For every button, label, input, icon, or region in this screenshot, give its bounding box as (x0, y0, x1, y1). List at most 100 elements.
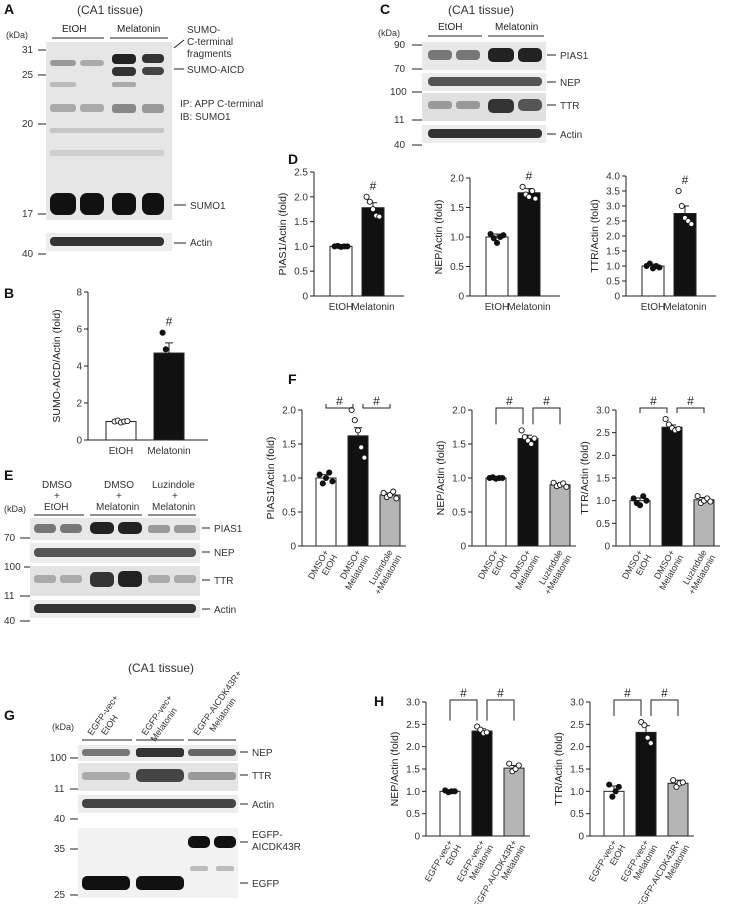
svg-text:90: 90 (394, 40, 406, 51)
significance-mark: # (373, 394, 380, 408)
y-axis-label: NEP/Actin (fold) (433, 200, 445, 275)
y-tick-label: 1.5 (406, 765, 420, 776)
panel-e-pias1-blot (30, 518, 200, 540)
data-point (528, 440, 535, 448)
data-point (519, 183, 526, 190)
data-point (647, 740, 654, 747)
x-tick-label: Melatonin (507, 302, 550, 313)
y-tick-label: 2.5 (294, 168, 308, 179)
y-tick-label: 0.5 (570, 809, 584, 820)
svg-text:40: 40 (54, 814, 66, 825)
bar (661, 426, 683, 547)
y-tick-label: 6 (76, 325, 82, 336)
x-tick-label: EtOH (109, 446, 133, 457)
y-tick-label: 1.0 (606, 262, 620, 273)
data-point (490, 235, 497, 242)
chart-d-nep: 0 0.5 1.0 1.5 2.0 NEP/Actin (fold) EtOHMelaton… (433, 169, 560, 313)
y-tick-label: 0 (614, 292, 620, 303)
data-point (694, 493, 701, 500)
y-tick-label: 2.5 (606, 217, 620, 228)
y-tick-label: 2.5 (570, 720, 584, 731)
svg-text:PIAS1: PIAS1 (214, 524, 243, 535)
panel-a-ip-note: IP: APP C-terminal (180, 99, 263, 110)
panel-c-markers: 90 70 100 11 40 (390, 40, 422, 151)
y-tick-label: 0 (290, 542, 296, 553)
bar (549, 484, 571, 547)
svg-text:Actin: Actin (190, 238, 212, 249)
y-tick-label: 2.0 (406, 742, 420, 753)
svg-text:100: 100 (390, 87, 407, 98)
svg-text:+: + (54, 491, 60, 502)
significance-bracket (613, 699, 642, 717)
data-point (662, 416, 669, 423)
svg-text:SUMO-: SUMO- (187, 25, 220, 36)
data-point (124, 418, 131, 425)
svg-text:31: 31 (22, 45, 34, 56)
data-point (615, 783, 622, 790)
data-point (499, 474, 506, 482)
significance-bracket (639, 407, 668, 414)
y-tick-label: 3.0 (606, 202, 620, 213)
data-point (162, 346, 169, 353)
bar (693, 499, 715, 547)
chart-f-pias1: 0 0.5 1.0 1.5 2.0 PIAS1/Actin (fold) DMSO+EtOH… (265, 394, 406, 596)
data-point (675, 187, 682, 195)
bar (517, 438, 539, 547)
bar (635, 731, 657, 837)
panel-b-letter: B (4, 285, 14, 301)
panel-c-kda: (kDa) (378, 28, 400, 38)
panel-a-blot (46, 42, 172, 220)
data-point (326, 469, 333, 476)
significance-bracket (495, 407, 524, 425)
svg-text:EGFP-AICDK43R+Melatonin: EGFP-AICDK43R+Melatonin (191, 669, 252, 744)
svg-text:DMSO: DMSO (104, 480, 134, 491)
x-tick-label: Luzindole+Melatonin (364, 548, 403, 596)
chart-d-ttr: 0 0.5 1.0 1.5 2.0 2.5 3.0 3.5 4.0 TTR/Actin (fold… (589, 172, 716, 313)
data-point (612, 788, 619, 795)
data-point (518, 427, 525, 434)
y-tick-label: 1.0 (452, 474, 466, 485)
y-tick-label: 2.0 (282, 406, 296, 417)
data-point (483, 729, 490, 736)
significance-mark: # (687, 394, 694, 408)
svg-text:TTR: TTR (214, 576, 233, 587)
bar (347, 435, 369, 547)
data-point (606, 781, 613, 788)
significance-mark: # (166, 315, 173, 329)
y-tick-label: 2.0 (606, 232, 620, 243)
data-point (609, 793, 616, 800)
y-tick-label: 1.5 (606, 247, 620, 258)
data-point (515, 762, 522, 769)
svg-text:20: 20 (22, 119, 34, 130)
svg-text:DMSO: DMSO (42, 480, 72, 491)
svg-text:Melatonin: Melatonin (152, 502, 195, 513)
x-tick-label: Melatonin (351, 302, 394, 313)
significance-mark: # (506, 394, 513, 408)
y-axis-label: SUMO-AICD/Actin (fold) (51, 309, 63, 422)
svg-text:40: 40 (4, 616, 16, 627)
svg-text:Actin: Actin (252, 800, 274, 811)
data-point (640, 493, 647, 500)
y-tick-label: 0.5 (294, 267, 308, 278)
panel-e: E (kDa) DMSO + EtOH DMSO + Melatonin Luz… (4, 467, 243, 627)
data-point (670, 777, 677, 784)
svg-text:AICDK43R: AICDK43R (252, 842, 301, 853)
svg-text:SUMO1: SUMO1 (190, 201, 226, 212)
significance-bracket (362, 404, 391, 409)
panel-d-letter: D (288, 151, 298, 167)
data-point (319, 480, 326, 487)
y-tick-label: 1.5 (294, 217, 308, 228)
data-point (354, 427, 362, 434)
panel-a-group-melatonin: Melatonin (117, 24, 160, 35)
bar (503, 767, 525, 837)
data-point (376, 213, 383, 220)
y-tick-label: 1.0 (294, 242, 308, 253)
data-point (707, 498, 714, 505)
significance-mark: # (370, 179, 377, 193)
x-tick-label: Melatonin (663, 302, 706, 313)
svg-text:70: 70 (4, 533, 16, 544)
significance-mark: # (526, 169, 533, 183)
x-tick-label: EtOH (485, 302, 509, 313)
y-tick-label: 2.5 (406, 720, 420, 731)
chart-b: 0 2 4 6 8 SUMO-AICD/Actin (fold) EtOH Melatonin… (51, 288, 208, 457)
